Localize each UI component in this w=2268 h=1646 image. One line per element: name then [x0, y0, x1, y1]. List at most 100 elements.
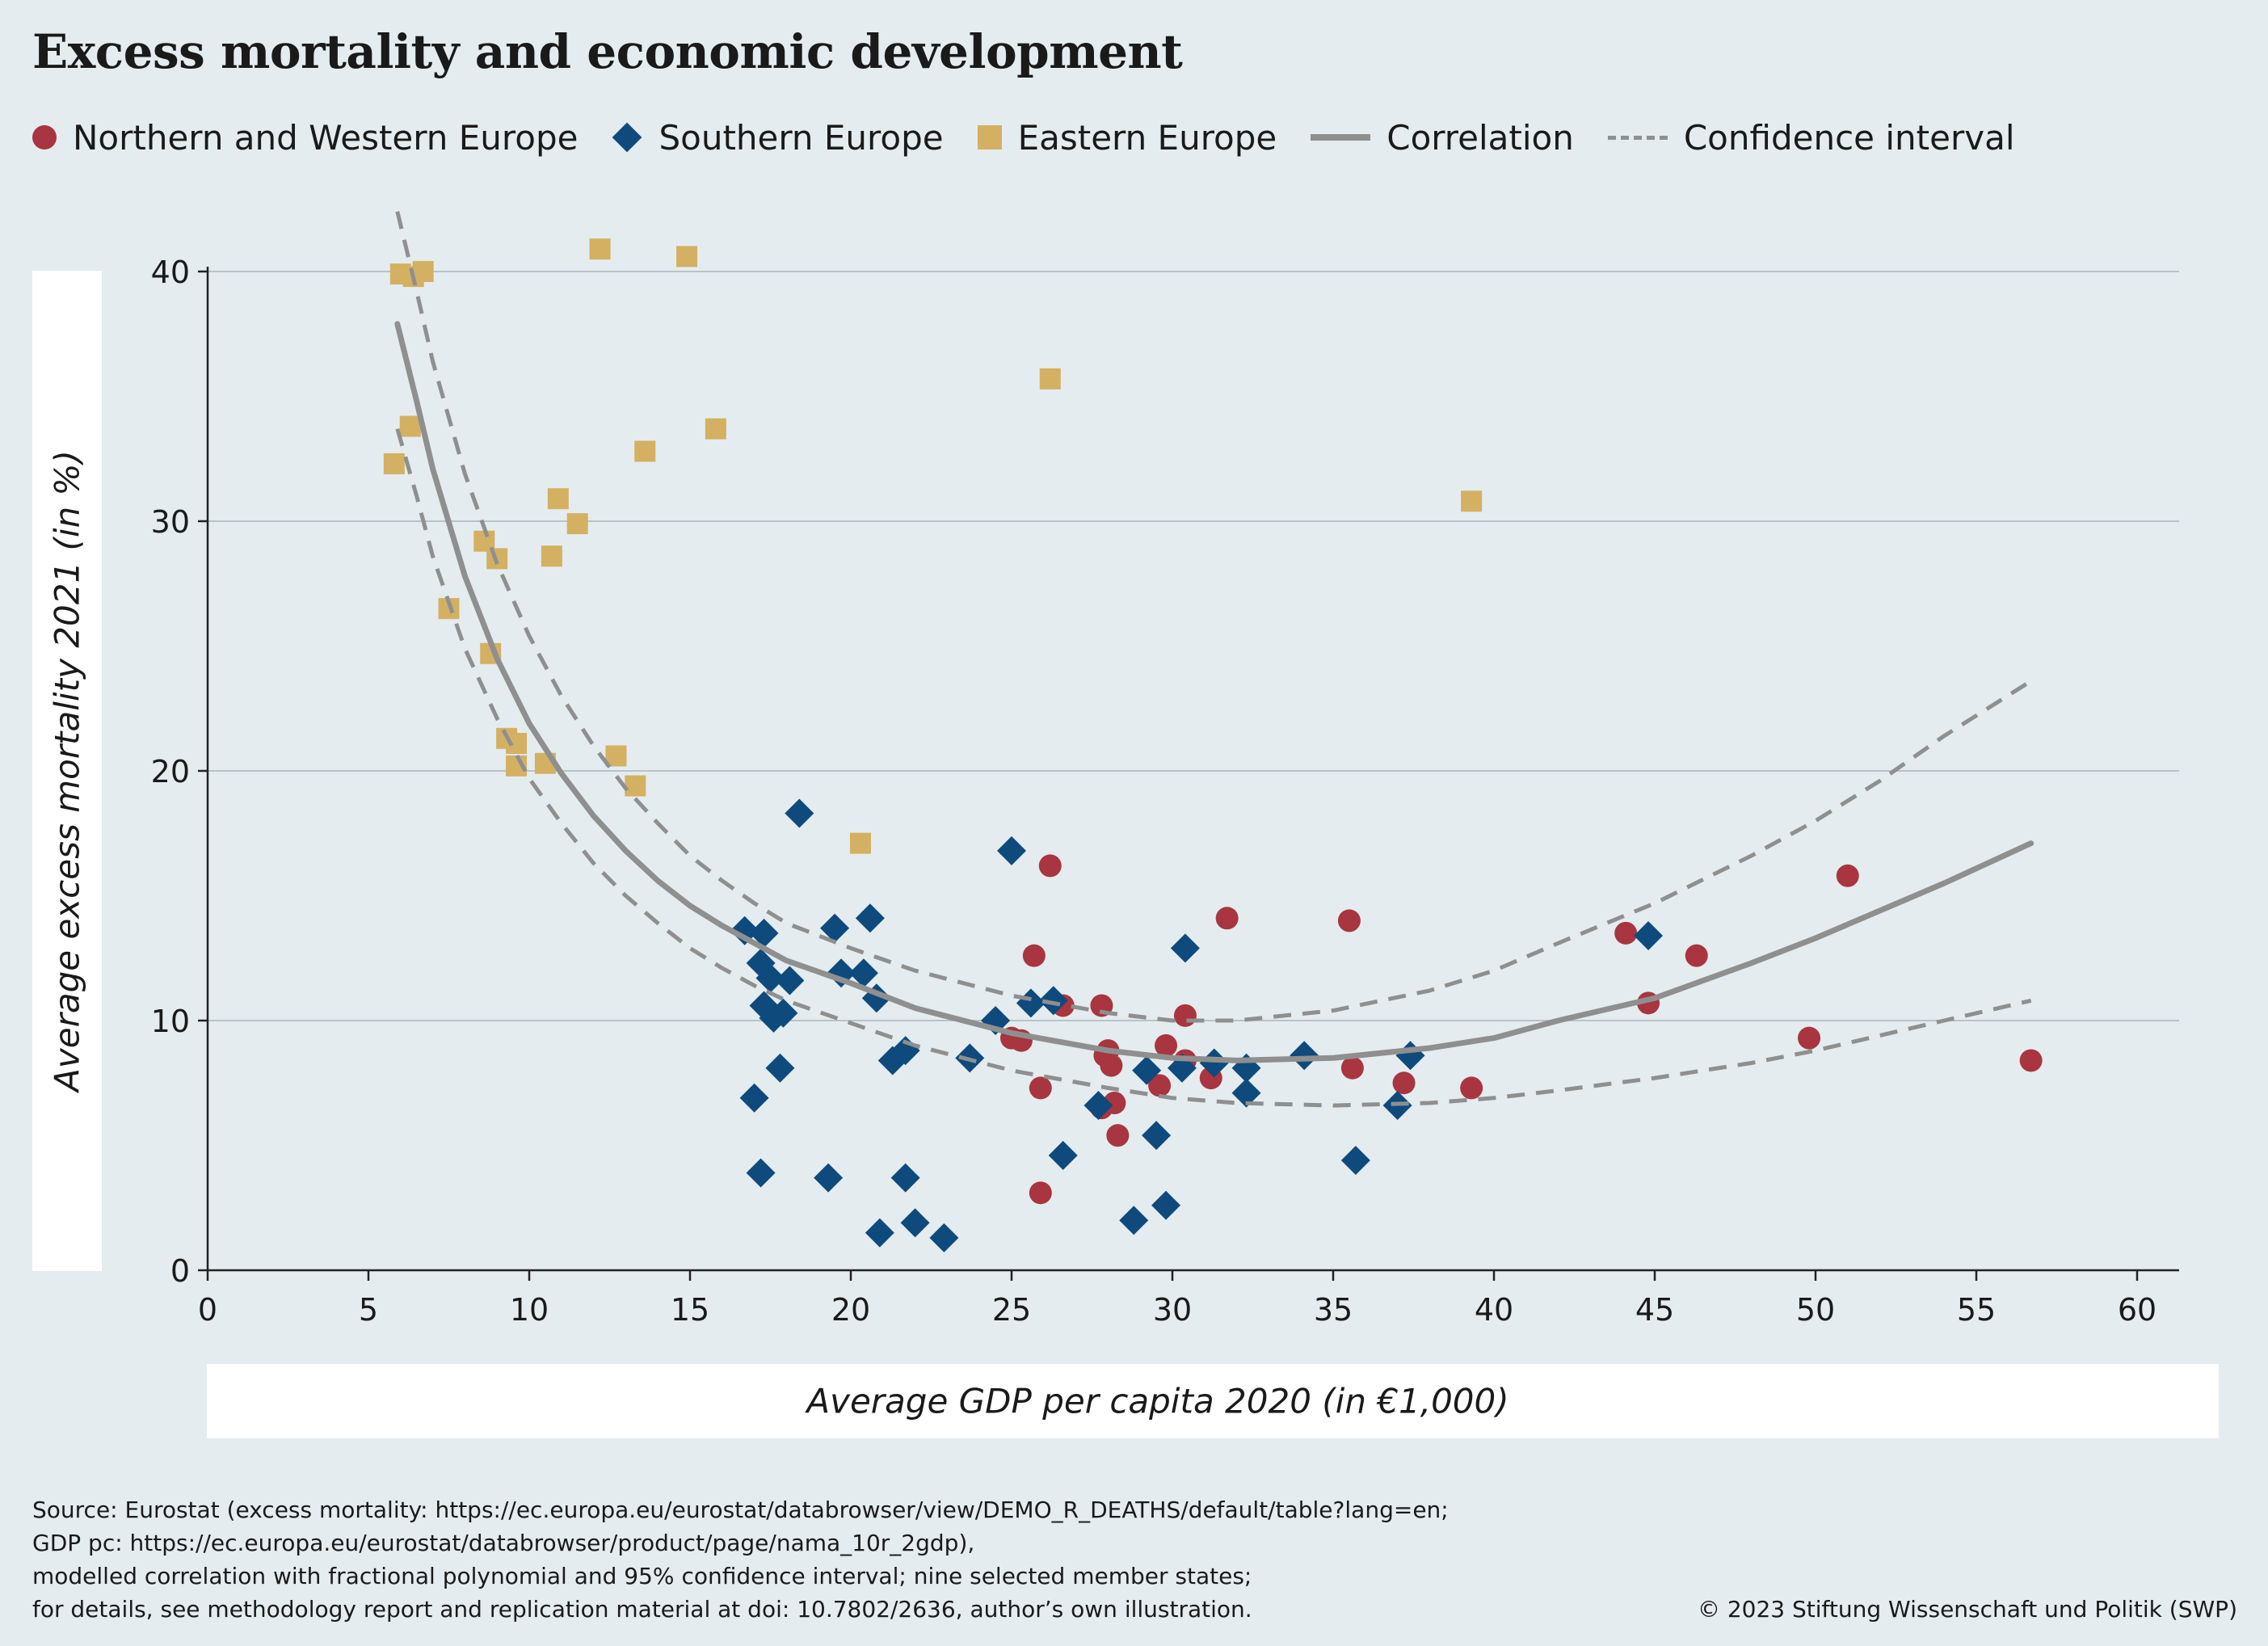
x-axis-label-panel — [207, 1364, 2219, 1438]
source-line: GDP pc: https://ec.europa.eu/eurostat/da… — [32, 1530, 975, 1556]
data-point-nw — [1148, 1074, 1172, 1097]
data-point-south — [749, 918, 779, 948]
legend-label-south: Southern Europe — [659, 117, 944, 158]
data-point-south — [848, 958, 878, 988]
x-tick-label: 25 — [992, 1292, 1031, 1328]
data-point-south — [1199, 1048, 1229, 1078]
scatter-chart: 0 10 20 30 40 0 5 10 15 20 25 30 35 40 45 50 55 60 — [151, 211, 2179, 1328]
data-point-south — [1395, 1041, 1425, 1071]
data-point-south — [1048, 1140, 1078, 1170]
data-point-nw — [1685, 944, 1708, 967]
x-tick-label: 60 — [2118, 1292, 2156, 1328]
data-point-east — [849, 832, 871, 854]
data-point-south — [929, 1223, 959, 1252]
data-point-south — [1290, 1041, 1319, 1071]
y-tick-label: 30 — [151, 504, 190, 540]
y-axis-label-panel — [32, 271, 102, 1271]
y-tick-label: 20 — [151, 754, 190, 789]
data-point-south — [855, 903, 885, 933]
x-tick-label: 55 — [1957, 1292, 1996, 1328]
data-point-east — [412, 261, 434, 282]
data-point-nw — [1798, 1026, 1821, 1050]
x-tick-label: 40 — [1475, 1292, 1513, 1328]
data-point-south — [900, 1208, 930, 1238]
y-tick-label: 0 — [170, 1253, 190, 1289]
data-point-south — [1151, 1190, 1181, 1220]
data-point-south — [765, 1053, 795, 1083]
data-point-south — [746, 1158, 776, 1188]
x-tick-label: 50 — [1796, 1292, 1835, 1328]
data-point-nw — [1155, 1033, 1178, 1057]
copyright: © 2023 Stiftung Wissenschaft und Politik… — [1697, 1596, 2237, 1623]
data-point-east — [625, 775, 646, 797]
data-point-south — [877, 1046, 907, 1076]
data-point-east — [547, 488, 569, 510]
data-point-nw — [1106, 1124, 1130, 1147]
data-point-south — [997, 836, 1026, 865]
data-point-south — [785, 798, 814, 828]
data-point-nw — [1340, 1056, 1364, 1080]
data-point-east — [541, 545, 562, 567]
x-tick-label: 15 — [671, 1292, 709, 1328]
data-point-nw — [1215, 907, 1239, 930]
legend-label-nw: Northern and Western Europe — [73, 117, 579, 158]
data-point-south — [1132, 1055, 1162, 1085]
data-point-east — [605, 745, 627, 767]
data-point-south — [814, 1163, 844, 1193]
source-note: Source: Eurostat (excess mortality: http… — [32, 1493, 1449, 1626]
data-point-south — [1634, 920, 1664, 950]
legend-label-correlation: Correlation — [1386, 117, 1574, 158]
data-point-nw — [1100, 1054, 1123, 1077]
data-point-east — [676, 246, 698, 267]
data-point-east — [1039, 368, 1061, 389]
data-point-east — [634, 440, 656, 462]
data-point-nw — [1614, 921, 1638, 945]
x-tick-label: 35 — [1314, 1292, 1353, 1328]
data-point-south — [755, 963, 785, 993]
data-point-nw — [1460, 1076, 1483, 1100]
data-point-nw — [1173, 1004, 1197, 1027]
data-point-nw — [1392, 1071, 1416, 1095]
data-point-south — [775, 966, 805, 996]
data-point-east — [383, 453, 405, 474]
confidence-interval-upper — [395, 211, 2033, 1023]
legend-item-east: Eastern Europe — [977, 118, 1277, 158]
data-point-nw — [1029, 1181, 1052, 1205]
data-point-nw — [1038, 854, 1062, 878]
data-point-east — [705, 418, 726, 440]
data-point-nw — [1022, 944, 1046, 967]
x-tick-label: 20 — [831, 1292, 870, 1328]
data-point-south — [1340, 1146, 1370, 1176]
data-point-south — [1170, 933, 1200, 963]
x-tick-label: 10 — [510, 1292, 549, 1328]
legend-solid-line — [1311, 134, 1371, 141]
data-point-nw — [1337, 909, 1361, 932]
legend-item-ci: Confidence interval — [1607, 117, 2015, 158]
data-point-nw — [1029, 1076, 1052, 1100]
data-point-south — [820, 913, 850, 943]
legend-item-correlation: Correlation — [1311, 118, 1574, 158]
legend-circle-marker — [32, 125, 57, 149]
source-line: Source: Eurostat (excess mortality: http… — [32, 1497, 1449, 1523]
legend-item-nw: Northern and Western Europe — [32, 118, 578, 158]
legend-label-ci: Confidence interval — [1683, 117, 2015, 158]
data-point-south — [865, 1218, 894, 1248]
data-point-east — [589, 238, 611, 260]
legend: Northern and Western Europe Southern Eur… — [32, 113, 2048, 162]
legend-item-south: Southern Europe — [612, 117, 944, 158]
data-point-south — [1084, 1091, 1113, 1121]
y-tick-label: 10 — [151, 1004, 190, 1039]
data-point-east — [399, 415, 421, 437]
data-point-south — [1016, 988, 1046, 1018]
x-tick-label: 45 — [1635, 1292, 1674, 1328]
y-tick-label: 40 — [151, 255, 190, 290]
data-point-south — [1231, 1078, 1261, 1108]
data-point-east — [1461, 490, 1483, 512]
x-tick-label: 0 — [198, 1292, 217, 1328]
legend-dashed-line — [1607, 135, 1668, 140]
data-point-south — [1142, 1121, 1172, 1151]
data-point-south — [730, 916, 760, 945]
x-tick-label: 30 — [1153, 1292, 1192, 1328]
x-tick-label: 5 — [359, 1292, 378, 1328]
source-line: for details, see methodology report and … — [32, 1596, 1252, 1623]
